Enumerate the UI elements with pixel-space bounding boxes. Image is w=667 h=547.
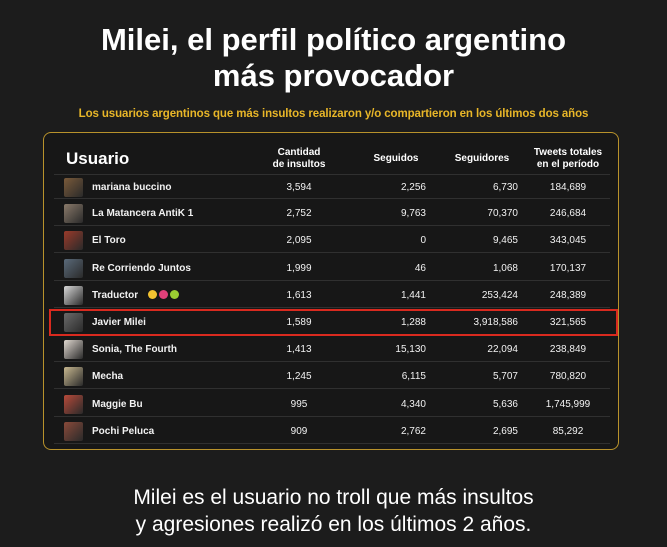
column-header-seguidos: Seguidos bbox=[373, 153, 419, 164]
tweets-count: 246,684 bbox=[549, 208, 587, 220]
column-header-tweets-line-1: Tweets totales bbox=[533, 147, 603, 158]
title-line-1: Milei, el perfil político argentino bbox=[100, 22, 567, 57]
tweets-count: 238,849 bbox=[549, 344, 587, 356]
avatar bbox=[64, 178, 83, 197]
insult-count: 909 bbox=[290, 425, 308, 437]
tweets-count: 321,565 bbox=[549, 317, 587, 328]
user-name: Javier Milei bbox=[92, 317, 146, 328]
user-name: Sonia, The Fourth bbox=[92, 344, 177, 356]
ranking-table-panel bbox=[43, 132, 619, 450]
user-name: La Matancera AntiK 1 bbox=[92, 208, 194, 220]
table-row: Pochi Peluca 909 2,762 2,695 85,292 bbox=[54, 419, 610, 444]
following-count: 1,288 bbox=[400, 317, 426, 328]
tweets-count: 170,137 bbox=[549, 262, 587, 274]
insult-count: 2,752 bbox=[286, 208, 312, 220]
table-row: La Matancera AntiK 1 2,752 9,763 70,370 246,… bbox=[54, 201, 610, 227]
following-count: 6,115 bbox=[401, 371, 426, 383]
following-count: 2,762 bbox=[400, 425, 426, 437]
followers-count: 9,465 bbox=[492, 235, 518, 247]
avatar bbox=[64, 313, 83, 332]
insult-count: 1,413 bbox=[286, 344, 312, 356]
avatar bbox=[64, 394, 83, 414]
following-count: 1,441 bbox=[400, 289, 426, 301]
column-header-cantidad: Cantidad de insultos bbox=[265, 142, 333, 176]
avatar bbox=[64, 285, 83, 305]
column-header-cantidad-line-2: de insultos bbox=[272, 159, 326, 170]
footer-line-1: Milei es el usuario no troll que más ins… bbox=[133, 486, 534, 509]
table-row: Traductor 1,613 1,441 253,424 248,389 bbox=[54, 283, 610, 308]
insult-count: 3,594 bbox=[286, 182, 312, 193]
insult-count: 1,999 bbox=[286, 262, 312, 274]
column-header-tweets-line-2: en el período bbox=[536, 159, 600, 170]
user-name: El Toro bbox=[92, 235, 126, 247]
tweets-count: 780,820 bbox=[549, 371, 587, 383]
tweets-count: 85,292 bbox=[552, 425, 584, 437]
table-row: Mecha 1,245 6,115 5,707 780,820 bbox=[54, 364, 610, 390]
column-header-tweets: Tweets totales en el período bbox=[524, 142, 612, 176]
user-name: Traductor bbox=[92, 289, 139, 301]
user-name: Mecha bbox=[92, 371, 124, 383]
avatar bbox=[64, 421, 83, 441]
followers-count: 5,636 bbox=[492, 398, 518, 410]
highlight-box-javier-milei bbox=[49, 309, 618, 336]
followers-count: 1,068 bbox=[492, 262, 518, 274]
following-count: 15,130 bbox=[395, 344, 426, 356]
tweets-count: 248,389 bbox=[549, 289, 587, 301]
smiley-emoji-icon bbox=[148, 289, 157, 299]
insult-count: 995 bbox=[290, 398, 308, 410]
user-name: Pochi Peluca bbox=[92, 425, 155, 437]
insult-count: 1,589 bbox=[286, 317, 312, 328]
followers-count: 253,424 bbox=[481, 289, 518, 301]
tweets-count: 1,745,999 bbox=[545, 398, 591, 410]
table-row: Re Corriendo Juntos 1,999 46 1,068 170,137 bbox=[54, 256, 610, 281]
avatar bbox=[64, 258, 83, 278]
tweets-count: 343,045 bbox=[549, 235, 587, 247]
avatar bbox=[64, 204, 83, 224]
following-count: 0 bbox=[420, 235, 426, 247]
following-count: 2,256 bbox=[400, 182, 426, 193]
footer-caption: Milei es el usuario no troll que más ins… bbox=[0, 484, 667, 538]
table-row: mariana buccino 3,594 2,256 6,730 184,689 bbox=[54, 174, 610, 199]
followers-count: 2,695 bbox=[492, 425, 518, 437]
user-name: Maggie Bu bbox=[92, 398, 143, 410]
tweets-count: 184,689 bbox=[549, 182, 587, 193]
following-count: 46 bbox=[414, 262, 426, 274]
page-title: Milei, el perfil político argentino más … bbox=[0, 22, 667, 94]
footer-line-2: y agresiones realizó en los últimos 2 añ… bbox=[135, 513, 532, 536]
avatar bbox=[64, 231, 83, 251]
avatar bbox=[64, 340, 83, 360]
followers-count: 5,707 bbox=[492, 371, 518, 383]
title-line-2: más provocador bbox=[212, 58, 455, 93]
column-header-cantidad-line-1: Cantidad bbox=[277, 147, 321, 158]
insult-count: 1,613 bbox=[286, 289, 312, 301]
insult-count: 1,245 bbox=[286, 371, 312, 383]
subtitle: Los usuarios argentinos que más insultos… bbox=[78, 108, 589, 120]
user-name: mariana buccino bbox=[92, 182, 172, 193]
followers-count: 6,730 bbox=[492, 182, 518, 193]
followers-count: 3,918,586 bbox=[473, 317, 519, 328]
emoji-group bbox=[146, 289, 179, 301]
column-header-seguidores: Seguidores bbox=[454, 153, 510, 164]
column-header-usuario: Usuario bbox=[66, 149, 130, 168]
following-count: 9,763 bbox=[400, 208, 426, 220]
table-row: Maggie Bu 995 4,340 5,636 1,745,999 bbox=[54, 392, 610, 417]
following-count: 4,340 bbox=[400, 398, 426, 410]
avatar bbox=[64, 367, 83, 387]
flower-emoji-icon bbox=[170, 289, 179, 299]
followers-count: 70,370 bbox=[487, 208, 518, 220]
user-name: Re Corriendo Juntos bbox=[92, 262, 191, 274]
table-row: Sonia, The Fourth 1,413 15,130 22,094 238,84… bbox=[54, 337, 610, 363]
table-row: El Toro 2,095 0 9,465 343,045 bbox=[54, 228, 610, 254]
followers-count: 22,094 bbox=[487, 344, 518, 356]
insult-count: 2,095 bbox=[286, 235, 312, 247]
heart-emoji-icon bbox=[159, 289, 168, 299]
